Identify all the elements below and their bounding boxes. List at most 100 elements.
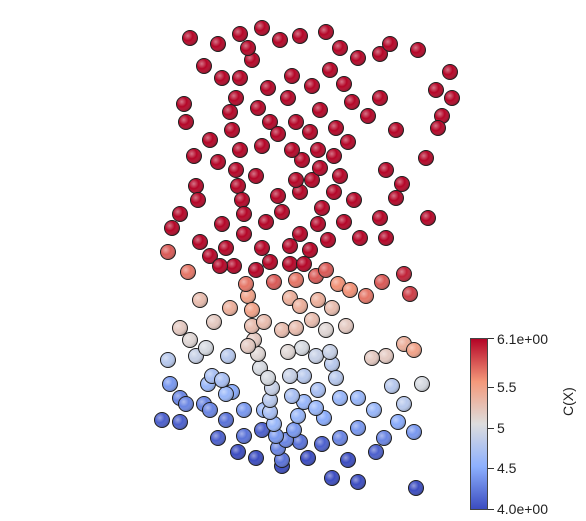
data-point	[192, 292, 208, 308]
data-point	[196, 58, 212, 74]
data-point	[326, 148, 342, 164]
colorbar-tick-max	[488, 338, 494, 339]
data-point	[290, 408, 306, 424]
data-point	[262, 404, 278, 420]
colorbar-gradient	[470, 338, 488, 510]
data-point	[288, 272, 304, 288]
data-point	[296, 368, 312, 384]
data-point	[292, 28, 308, 44]
data-point	[280, 90, 296, 106]
data-point	[260, 80, 276, 96]
data-point	[304, 172, 320, 188]
data-point	[376, 430, 392, 446]
data-point	[202, 132, 218, 148]
data-point	[384, 378, 400, 394]
data-point	[234, 192, 250, 208]
data-point	[350, 474, 366, 490]
data-point	[302, 242, 318, 258]
data-point	[220, 348, 236, 364]
data-point	[284, 388, 300, 404]
data-point	[218, 240, 234, 256]
data-point	[258, 214, 274, 230]
data-point	[378, 162, 394, 178]
data-point	[420, 210, 436, 226]
data-point	[388, 190, 404, 206]
data-point	[326, 184, 342, 200]
data-point	[378, 230, 394, 246]
data-point	[314, 436, 330, 452]
colorbar-tick	[488, 387, 494, 388]
data-point	[214, 216, 230, 232]
data-point	[262, 114, 278, 130]
data-point	[266, 274, 282, 290]
data-point	[274, 204, 290, 220]
data-point	[186, 148, 202, 164]
data-point	[388, 122, 404, 138]
data-point	[280, 344, 296, 360]
data-point	[262, 392, 278, 408]
data-point	[236, 206, 252, 222]
data-point	[318, 24, 334, 40]
data-point	[188, 178, 204, 194]
data-point	[162, 376, 178, 392]
data-point	[428, 82, 444, 98]
data-point	[226, 258, 242, 274]
data-point	[238, 276, 254, 292]
data-point	[312, 102, 328, 118]
data-point	[330, 276, 346, 292]
data-point	[268, 428, 284, 444]
data-point	[408, 480, 424, 496]
data-point	[350, 390, 366, 406]
data-point	[360, 108, 376, 124]
data-point	[292, 184, 308, 200]
data-point	[250, 100, 266, 116]
data-point	[248, 262, 264, 278]
data-point	[406, 424, 422, 440]
data-point	[310, 382, 326, 398]
data-point	[164, 220, 180, 236]
data-point	[418, 150, 434, 166]
data-point	[248, 168, 264, 184]
data-point	[284, 142, 300, 158]
data-point	[262, 254, 278, 270]
data-point	[192, 234, 208, 250]
data-point	[230, 444, 246, 460]
data-point	[340, 452, 356, 468]
data-point	[430, 120, 446, 136]
data-point	[172, 206, 188, 222]
data-point	[222, 300, 238, 316]
data-point	[382, 36, 398, 52]
data-point	[230, 178, 246, 194]
data-point	[286, 422, 302, 438]
data-point	[256, 314, 272, 330]
data-point	[266, 416, 282, 432]
data-point	[172, 414, 188, 430]
colorbar-tick-label: 4.5	[497, 460, 517, 476]
data-point	[292, 298, 308, 314]
data-point	[332, 40, 348, 56]
data-point	[324, 470, 340, 486]
colorbar-legend: 6.1e+00 5.5 5 4.5 4.0e+00 C(X)	[470, 332, 586, 516]
data-point	[198, 340, 214, 356]
data-point	[240, 40, 256, 56]
data-point	[214, 372, 230, 388]
data-point	[310, 292, 326, 308]
data-point	[274, 322, 290, 338]
data-point	[244, 302, 260, 318]
data-point	[332, 390, 348, 406]
data-point	[160, 244, 176, 260]
data-point	[282, 256, 298, 272]
data-point	[406, 342, 422, 358]
data-point	[202, 402, 218, 418]
data-point	[236, 226, 252, 242]
data-point	[206, 314, 222, 330]
data-point	[244, 318, 260, 334]
data-point	[402, 286, 418, 302]
data-point	[228, 162, 244, 178]
colorbar-max-label: 6.1e+00	[497, 331, 548, 347]
data-point	[366, 402, 382, 418]
data-point	[284, 68, 300, 84]
data-point	[378, 348, 394, 364]
data-point	[182, 30, 198, 46]
data-point	[180, 264, 196, 280]
